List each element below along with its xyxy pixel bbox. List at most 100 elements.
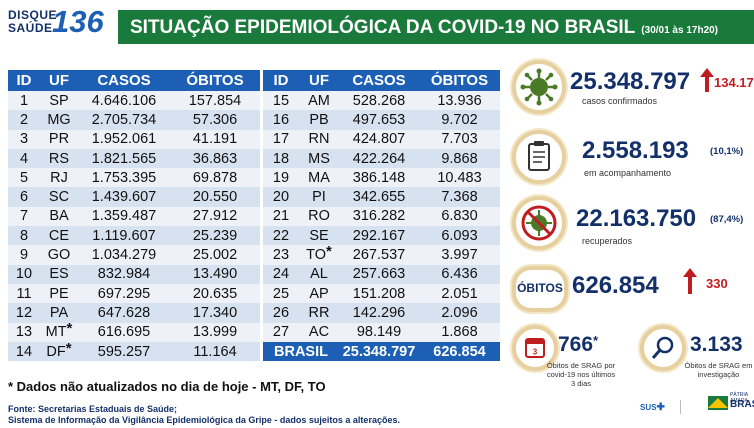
table-row: 1 SP 4.646.106 157.854 xyxy=(8,91,260,111)
cell-uf: MG xyxy=(40,110,78,130)
cell-id: 5 xyxy=(8,168,40,188)
cell-uf: PR xyxy=(40,129,78,149)
cell-id: 14 xyxy=(8,341,40,362)
table-row: 8 CE 1.119.607 25.239 xyxy=(8,226,260,246)
srag-investigation-value: 3.133 xyxy=(690,333,743,356)
cell-uf: PA xyxy=(40,303,78,323)
table-row: 14 DF* 595.257 11.164 xyxy=(8,341,260,362)
cell-uf: MA xyxy=(299,168,339,188)
confirmed-value: 25.348.797 xyxy=(570,68,691,95)
cell-obitos: 2.051 xyxy=(419,283,500,304)
page-title: SITUAÇÃO EPIDEMIOLÓGICA DA COVID-19 NO B… xyxy=(130,17,719,38)
cell-obitos: 41.191 xyxy=(170,129,260,149)
srag-investigation-label: Óbitos de SRAG em investigação xyxy=(684,361,753,379)
col-id: ID xyxy=(263,70,299,91)
cell-id: 18 xyxy=(263,148,299,169)
cell-casos: 424.807 xyxy=(339,129,419,149)
logo-text: DISQUE SAÚDE xyxy=(8,8,58,35)
cell-uf: AC xyxy=(299,322,339,342)
cell-obitos: 3.997 xyxy=(419,245,500,265)
table-row: 4 RS 1.821.565 36.863 xyxy=(8,148,260,169)
cell-id: 16 xyxy=(263,110,299,130)
virus-circle xyxy=(512,60,566,114)
cell-obitos: 2.096 xyxy=(419,303,500,323)
table-row: 7 BA 1.359.487 27.912 xyxy=(8,206,260,227)
cell-casos: 647.628 xyxy=(78,303,170,323)
cell-obitos: 25.002 xyxy=(170,245,260,265)
table-row: 27 AC 98.149 1.868 xyxy=(263,322,500,342)
cell-obitos: 9.702 xyxy=(419,110,500,130)
total-casos: 25.348.797 xyxy=(339,341,419,362)
cell-casos: 98.149 xyxy=(339,322,419,342)
logo-number: 136 xyxy=(52,4,104,39)
table-row: 18 MS 422.264 9.868 xyxy=(263,148,500,169)
cell-uf: AL xyxy=(299,264,339,284)
asterisk: * xyxy=(326,243,332,261)
cell-casos: 342.655 xyxy=(339,187,419,207)
cell-casos: 422.264 xyxy=(339,148,419,169)
col-id: ID xyxy=(8,70,40,91)
cell-uf: ES xyxy=(40,264,78,284)
cell-casos: 528.268 xyxy=(339,91,419,111)
srag-3days-label: Óbitos de SRAG por covid-19 nos últimos … xyxy=(546,361,616,388)
cell-casos: 1.821.565 xyxy=(78,148,170,169)
cell-obitos: 13.490 xyxy=(170,264,260,284)
cell-id: 27 xyxy=(263,322,299,342)
flag-icon xyxy=(708,396,728,410)
cell-uf: RR xyxy=(299,303,339,323)
cell-uf: AP xyxy=(299,283,339,304)
gov-logo-text: BRASIL xyxy=(730,399,754,410)
cell-uf: MT* xyxy=(40,321,78,342)
calendar-icon: 3 xyxy=(525,338,545,358)
clipboard-circle xyxy=(512,130,566,184)
col-uf: UF xyxy=(40,70,78,91)
monitoring-pct: (10,1%) xyxy=(710,146,744,157)
table-row: 17 RN 424.807 7.703 xyxy=(263,129,500,149)
cell-uf: SC xyxy=(40,187,78,207)
cell-casos: 497.653 xyxy=(339,110,419,130)
total-label: BRASIL xyxy=(263,341,339,362)
sus-logo: SUS✚ xyxy=(640,402,665,413)
cell-id: 6 xyxy=(8,187,40,207)
cell-uf: SE xyxy=(299,226,339,246)
table-row: 10 ES 832.984 13.490 xyxy=(8,264,260,284)
table-row: 22 SE 292.167 6.093 xyxy=(263,226,500,246)
cell-casos: 1.359.487 xyxy=(78,206,170,227)
recovered-circle xyxy=(512,196,566,250)
cell-obitos: 7.703 xyxy=(419,129,500,149)
cell-casos: 267.537 xyxy=(339,245,419,265)
cell-obitos: 7.368 xyxy=(419,187,500,207)
cell-uf: RN xyxy=(299,129,339,149)
title-bar: SITUAÇÃO EPIDEMIOLÓGICA DA COVID-19 NO B… xyxy=(118,10,754,44)
monitoring-label: em acompanhamento xyxy=(584,168,672,178)
cell-obitos: 6.830 xyxy=(419,206,500,227)
cell-obitos: 13.999 xyxy=(170,322,260,342)
cell-uf: AM xyxy=(299,91,339,111)
table-row: 6 SC 1.439.607 20.550 xyxy=(8,187,260,207)
cell-id: 26 xyxy=(263,303,299,323)
cell-obitos: 13.936 xyxy=(419,91,500,111)
table-row: 9 GO 1.034.279 25.002 xyxy=(8,245,260,265)
table-row: 26 RR 142.296 2.096 xyxy=(263,303,500,323)
cell-uf: TO* xyxy=(299,243,339,265)
cell-id: 11 xyxy=(8,283,40,304)
calendar-circle: 3 xyxy=(512,325,558,371)
source-note: Fonte: Secretarias Estaduais de Saúde; Si… xyxy=(8,404,400,425)
col-obitos: ÓBITOS xyxy=(170,70,260,91)
table-row: 21 RO 316.282 6.830 xyxy=(263,206,500,227)
table-row: 16 PB 497.653 9.702 xyxy=(263,110,500,130)
table-row: 11 PE 697.295 20.635 xyxy=(8,283,260,304)
cell-casos: 1.439.607 xyxy=(78,187,170,207)
header: DISQUE SAÚDE 136 SITUAÇÃO EPIDEMIOLÓGICA … xyxy=(0,0,754,52)
cell-id: 1 xyxy=(8,91,40,111)
cell-obitos: 17.340 xyxy=(170,303,260,323)
cell-casos: 616.695 xyxy=(78,322,170,342)
cell-obitos: 6.093 xyxy=(419,226,500,246)
confirmed-label: casos confirmados xyxy=(582,96,658,106)
cell-obitos: 36.863 xyxy=(170,148,260,169)
cell-uf: PB xyxy=(299,110,339,130)
disque-saude-logo: DISQUE SAÚDE 136 xyxy=(4,4,114,46)
cell-id: 13 xyxy=(8,322,40,342)
deaths-pill-label: ÓBITOS xyxy=(517,281,563,295)
col-casos: CASOS xyxy=(339,70,419,91)
